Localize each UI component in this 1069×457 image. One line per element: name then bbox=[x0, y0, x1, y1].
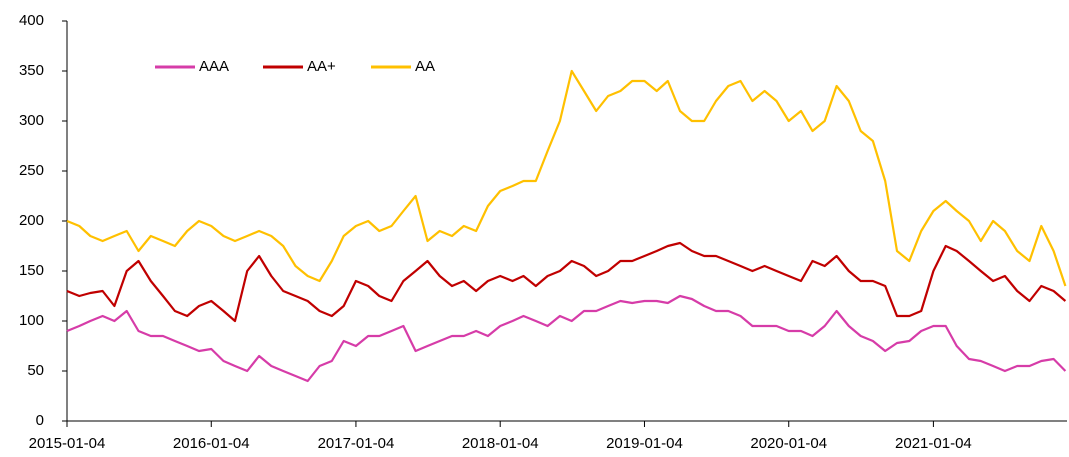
legend-label: AA bbox=[415, 58, 435, 75]
y-tick-label: 150 bbox=[19, 262, 44, 279]
x-tick-label: 2017-01-04 bbox=[318, 435, 395, 452]
x-tick-label: 2021-01-04 bbox=[895, 435, 972, 452]
series-line bbox=[66, 294, 1067, 383]
y-tick-label: 350 bbox=[19, 62, 44, 79]
y-tick-label: 250 bbox=[19, 162, 44, 179]
y-tick-label: 100 bbox=[19, 312, 44, 329]
y-tick-label: 400 bbox=[19, 12, 44, 29]
legend-label: AA+ bbox=[307, 58, 336, 75]
y-tick-label: 0 bbox=[36, 412, 44, 429]
y-tick-label: 200 bbox=[19, 212, 44, 229]
legend-label: AAA bbox=[199, 58, 229, 75]
series-line bbox=[66, 69, 1067, 287]
x-tick-label: 2016-01-04 bbox=[173, 435, 250, 452]
x-tick-label: 2020-01-04 bbox=[750, 435, 827, 452]
x-tick-label: 2018-01-04 bbox=[462, 435, 539, 452]
series-line bbox=[66, 241, 1067, 323]
y-tick-label: 300 bbox=[19, 112, 44, 129]
y-tick-label: 50 bbox=[27, 362, 44, 379]
x-tick-label: 2019-01-04 bbox=[606, 435, 683, 452]
x-tick-label: 2015-01-04 bbox=[29, 435, 106, 452]
